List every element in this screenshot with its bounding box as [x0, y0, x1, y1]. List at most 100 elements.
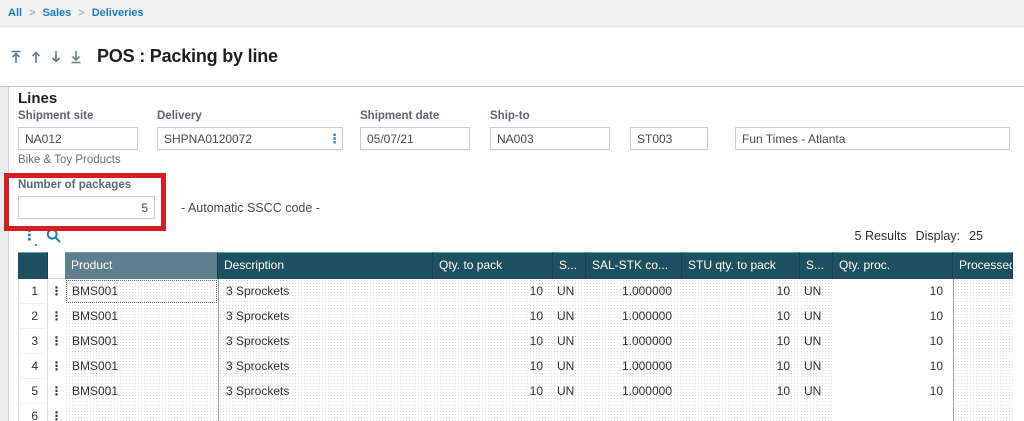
cell-sal-stk-conversion[interactable]: 1.000000 — [586, 329, 682, 354]
cell-sal-stk-conversion[interactable]: 1.000000 — [586, 354, 682, 379]
breadcrumb-link-deliveries[interactable]: Deliveries — [91, 7, 144, 19]
number-of-packages-input[interactable] — [18, 196, 155, 219]
row-menu-icon[interactable]: ⋮ — [48, 279, 65, 304]
cell-stock-unit-1[interactable]: UN — [553, 279, 586, 304]
cell-stock-unit-2[interactable]: UN — [800, 279, 833, 304]
cell-stu-qty-to-pack[interactable]: 10 — [682, 379, 800, 404]
cell-qty-to-pack[interactable] — [433, 404, 553, 421]
row-menu-icon[interactable]: ⋮ — [48, 404, 65, 421]
grid-header-stock-unit-2[interactable]: S... — [800, 252, 833, 279]
ship-to-name-input[interactable] — [735, 127, 1010, 150]
grid-header-product[interactable]: Product — [65, 252, 218, 279]
next-record-icon[interactable] — [48, 49, 63, 64]
cell-stock-unit-1[interactable] — [553, 404, 586, 421]
cell-product[interactable]: BMS001 — [65, 279, 218, 304]
row-menu-icon[interactable]: ⋮ — [48, 354, 65, 379]
row-menu-icon[interactable]: ⋮ — [48, 329, 65, 354]
cell-product[interactable]: BMS001 — [65, 329, 218, 354]
cell-qty-to-pack[interactable]: 10 — [433, 379, 553, 404]
cell-sal-stk-conversion[interactable] — [586, 404, 682, 421]
shipment-date-input[interactable] — [360, 127, 470, 150]
cell-stock-unit-2[interactable]: UN — [800, 304, 833, 329]
cell-processed-stu[interactable] — [953, 279, 1013, 304]
cell-sal-stk-conversion[interactable]: 1.000000 — [586, 304, 682, 329]
cell-stock-unit-2[interactable] — [800, 404, 833, 421]
cell-stu-qty-to-pack[interactable] — [682, 404, 800, 421]
cell-stock-unit-2[interactable]: UN — [800, 354, 833, 379]
cell-stu-qty-to-pack[interactable]: 10 — [682, 354, 800, 379]
grid-menu-icon[interactable]: ⋮ — [22, 227, 37, 244]
breadcrumb-link-sales[interactable]: Sales — [42, 7, 72, 19]
grid-header-processed-stu[interactable]: Processed S — [953, 252, 1013, 279]
delivery-lookup-icon[interactable]: ⋮ — [328, 131, 341, 146]
cell-stock-unit-2[interactable]: UN — [800, 329, 833, 354]
cell-qty-processed: 10 — [833, 329, 953, 354]
row-number[interactable]: 4 — [18, 354, 48, 379]
grid-header-sal-stk-conversion[interactable]: SAL-STK co... — [586, 252, 682, 279]
cell-product[interactable] — [65, 404, 218, 421]
row-number[interactable]: 2 — [18, 304, 48, 329]
cell-description[interactable]: 3 Sprockets — [218, 304, 433, 329]
cell-sal-stk-conversion[interactable]: 1.000000 — [586, 279, 682, 304]
cell-description[interactable]: 3 Sprockets — [218, 279, 433, 304]
results-line: 5 Results Display: 25 — [855, 229, 983, 243]
cell-product[interactable]: BMS001 — [65, 379, 218, 404]
grid-search-icon[interactable] — [46, 228, 62, 244]
grid-header-stu-qty-to-pack[interactable]: STU qty. to pack — [682, 252, 800, 279]
row-number[interactable]: 6 — [18, 404, 48, 421]
cell-description[interactable]: 3 Sprockets — [218, 329, 433, 354]
cell-stu-qty-to-pack[interactable]: 10 — [682, 279, 800, 304]
grid-header-qty-to-pack[interactable]: Qty. to pack — [433, 252, 553, 279]
shipment-date-label: Shipment date — [360, 110, 440, 122]
cell-qty-processed: 10 — [833, 354, 953, 379]
cell-sal-stk-conversion[interactable]: 1.000000 — [586, 379, 682, 404]
ship-to-code-input[interactable] — [490, 127, 610, 150]
cell-qty-to-pack[interactable]: 10 — [433, 304, 553, 329]
ship-to-address-code-input[interactable] — [630, 127, 708, 150]
grid-header-description[interactable]: Description — [218, 252, 433, 279]
number-of-packages-label: Number of packages — [18, 179, 132, 191]
display-label: Display: — [915, 229, 961, 243]
cell-stu-qty-to-pack[interactable]: 10 — [682, 329, 800, 354]
grid-header-stock-unit-1[interactable]: S... — [553, 252, 586, 279]
cell-processed-stu[interactable] — [953, 404, 1013, 421]
cell-qty-to-pack[interactable]: 10 — [433, 329, 553, 354]
cell-stock-unit-1[interactable]: UN — [553, 304, 586, 329]
breadcrumb-separator: > — [78, 7, 85, 19]
shipment-site-input[interactable] — [18, 127, 138, 150]
row-number[interactable]: 1 — [18, 279, 48, 304]
grid-header-qty-processed[interactable]: Qty. proc. — [833, 252, 953, 279]
row-number[interactable]: 5 — [18, 379, 48, 404]
cell-stu-qty-to-pack[interactable]: 10 — [682, 304, 800, 329]
row-menu-icon[interactable]: ⋮ — [48, 304, 65, 329]
breadcrumb-link-all[interactable]: All — [8, 7, 23, 19]
display-page-size[interactable]: 25 — [969, 229, 983, 243]
delivery-input[interactable] — [157, 127, 343, 150]
cell-product[interactable]: BMS001 — [65, 354, 218, 379]
breadcrumb-separator: > — [29, 7, 36, 19]
cell-stock-unit-1[interactable]: UN — [553, 329, 586, 354]
cell-product[interactable]: BMS001 — [65, 304, 218, 329]
left-gutter — [0, 87, 9, 421]
row-menu-icon[interactable]: ⋮ — [48, 379, 65, 404]
cell-description[interactable]: 3 Sprockets — [218, 379, 433, 404]
cell-stock-unit-1[interactable]: UN — [553, 379, 586, 404]
cell-processed-stu[interactable] — [953, 329, 1013, 354]
previous-record-icon[interactable] — [28, 49, 43, 64]
cell-qty-to-pack[interactable]: 10 — [433, 354, 553, 379]
cell-qty-processed — [833, 404, 953, 421]
cell-processed-stu[interactable] — [953, 354, 1013, 379]
cell-qty-processed: 10 — [833, 304, 953, 329]
cell-processed-stu[interactable] — [953, 304, 1013, 329]
cell-stock-unit-2[interactable]: UN — [800, 379, 833, 404]
cell-stock-unit-1[interactable]: UN — [553, 354, 586, 379]
last-record-icon[interactable] — [68, 49, 83, 64]
cell-qty-to-pack[interactable]: 10 — [433, 279, 553, 304]
cell-description[interactable] — [218, 404, 433, 421]
cell-processed-stu[interactable] — [953, 379, 1013, 404]
ship-to-label: Ship-to — [490, 110, 530, 122]
row-number[interactable]: 3 — [18, 329, 48, 354]
first-record-icon[interactable] — [8, 49, 23, 64]
cell-description[interactable]: 3 Sprockets — [218, 354, 433, 379]
